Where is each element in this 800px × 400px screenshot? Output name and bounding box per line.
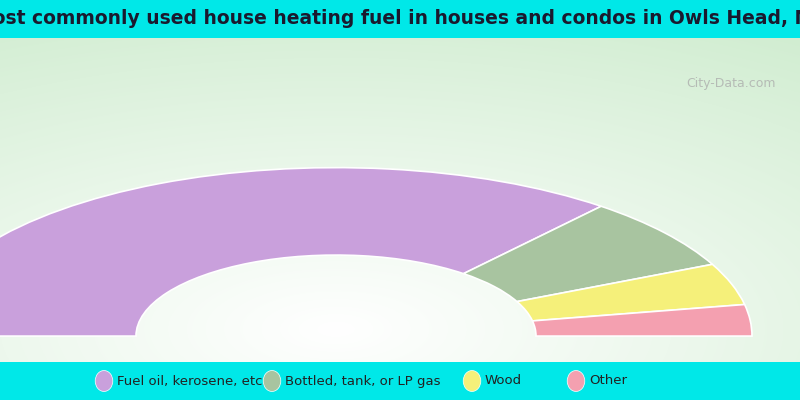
Wedge shape bbox=[533, 304, 752, 336]
Text: Fuel oil, kerosene, etc.: Fuel oil, kerosene, etc. bbox=[117, 374, 266, 388]
Text: Wood: Wood bbox=[485, 374, 522, 388]
Wedge shape bbox=[517, 264, 745, 321]
Ellipse shape bbox=[463, 370, 481, 392]
Wedge shape bbox=[0, 168, 601, 336]
Text: Most commonly used house heating fuel in houses and condos in Owls Head, ME: Most commonly used house heating fuel in… bbox=[0, 10, 800, 28]
Ellipse shape bbox=[95, 370, 113, 392]
Ellipse shape bbox=[263, 370, 281, 392]
Ellipse shape bbox=[567, 370, 585, 392]
Wedge shape bbox=[463, 206, 713, 302]
Text: City-Data.com: City-Data.com bbox=[686, 77, 776, 90]
Text: Bottled, tank, or LP gas: Bottled, tank, or LP gas bbox=[285, 374, 440, 388]
Text: Other: Other bbox=[589, 374, 627, 388]
